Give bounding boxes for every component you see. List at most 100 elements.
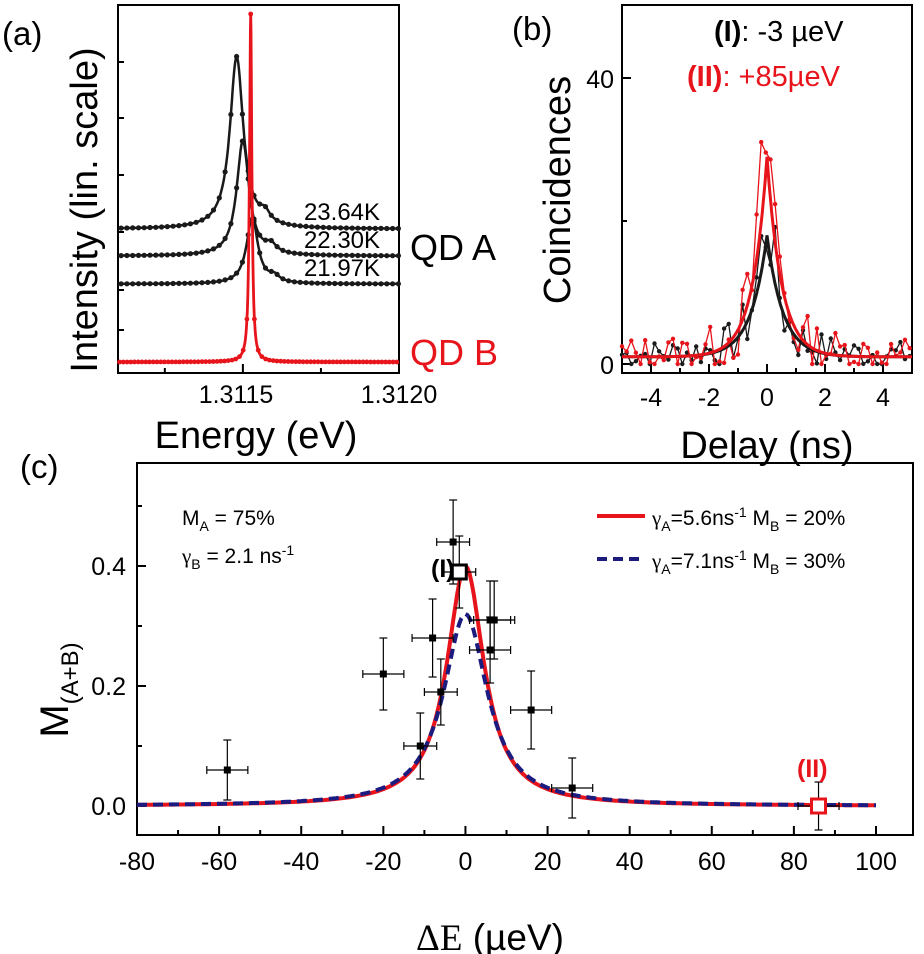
qd-a-point-0 [291,222,297,228]
panel-c-xtick-label: -40 [283,848,319,876]
qd-b-point [225,358,231,363]
qd-a-point-2 [135,281,142,287]
qd-b-point [188,359,194,365]
qd-b-point [278,358,284,364]
qd-a-point-2 [262,265,269,271]
panel-b-curves [619,139,912,367]
data-point [568,784,576,792]
qd-a-point-2 [257,250,263,256]
trace-II-point [643,338,648,343]
qd-a-point-0 [257,201,263,207]
qd-a-point-2 [170,280,176,287]
qd-a-point-0 [182,222,188,228]
qd-a-point-2 [378,281,384,287]
trace-I-point [837,357,843,363]
qd-b-point [338,359,343,365]
qd-a-label: QD A [410,227,496,268]
qd-b-point [132,359,137,365]
trace-I-point [633,359,639,364]
qd-a-point-0 [262,204,269,210]
qd-b-point [371,359,377,365]
trace-II-point [847,361,852,367]
panel-b: (b) Coincidences 40 0 -4 -2 0 2 4 Delay (ns)… [512,4,913,467]
leg1-gamma: γ [651,506,661,530]
trace-II-point [638,361,643,367]
gb-main: γ [181,544,191,568]
qd-a-point-1 [228,221,234,227]
qd-a-point-1 [124,252,130,259]
trace-II-point [680,340,685,345]
qd-a-point-0 [210,207,217,213]
trace-II-point [902,337,908,342]
panel-b-xtick-label: -4 [640,384,662,412]
qd-a-point-1 [372,253,378,259]
trace-II-point [768,157,773,162]
qd-a-point-0 [193,219,199,225]
qd-b-point [356,359,362,365]
qd-b-point [368,359,373,365]
qd-a-point-1 [314,252,321,258]
qd-b-point [267,357,272,363]
qd-a-point-1 [395,253,401,259]
qd-a-point-0 [199,217,205,223]
panel-c-xtick-label: 100 [855,848,897,876]
panel-c-xtick-label: 0 [458,848,472,876]
qd-a-point-2 [118,281,124,287]
panel-c-curves [137,563,876,808]
qd-a-point-2 [303,280,309,286]
qd-a-point-2 [280,276,286,282]
trace-II-point [888,341,894,347]
qd-a-point-2 [384,281,390,287]
qd-b-point [375,359,381,365]
qd-a-point-2 [124,281,130,287]
mark-I-label: (I) [431,555,455,583]
qd-a-point-1 [309,251,315,258]
trace-II-point [796,347,801,352]
leg1-m: M [747,507,770,530]
legend-I: (I): -3 µeV [714,16,844,48]
trace-II-point [629,338,634,343]
trace-I-point [698,359,704,365]
qd-a-point-2 [286,278,292,284]
trace-II-point [819,361,824,367]
trace-II-point [624,349,629,354]
qd-a-point-1 [210,246,217,252]
qd-b-point [177,359,182,365]
qd-a-point-2 [343,281,349,287]
qd-a-point-1 [222,235,228,242]
qd-a-point-2 [320,280,326,286]
trace-II-point [772,201,778,207]
qd-a-point-1 [268,237,274,244]
panel-c-label: (c) [20,448,58,485]
qd-a-point-2 [239,259,245,265]
qd-a-point-1 [378,253,384,259]
panel-c-xlabel-delta: ΔE [416,918,462,954]
qd-b-point [360,359,366,365]
qd-b-point [210,359,216,364]
trace-II-point [851,359,857,365]
panel-c-xtick-label: 80 [780,848,808,876]
trace-II-point [684,341,690,346]
qd-a-point-1 [159,252,165,258]
panel-a-curves [117,11,401,365]
trace-I-point [726,321,731,327]
trace-II-point [670,336,676,341]
trace-I-point [629,361,634,367]
panel-b-xtick-label: 4 [876,384,890,412]
trace-II-point [675,361,680,367]
trace-I-point [666,357,671,362]
qd-a-point-2 [361,281,367,287]
qd-a-point-1 [205,248,211,254]
qd-b-point [162,359,167,365]
legend-curve-2: γA=7.1ns-1 MB = 30% [651,547,845,577]
qd-b-point [383,359,388,365]
qd-a-point-0 [326,225,332,231]
trace-I-point [745,336,750,342]
qd-a-point-0 [124,225,130,231]
trace-I-point [851,343,857,348]
panel-b-xtick-label: 0 [760,384,774,412]
qd-b-point [165,359,171,365]
qd-a-point-2 [338,281,344,287]
trace-II-point [754,212,759,217]
qd-a-point-1 [257,232,263,238]
